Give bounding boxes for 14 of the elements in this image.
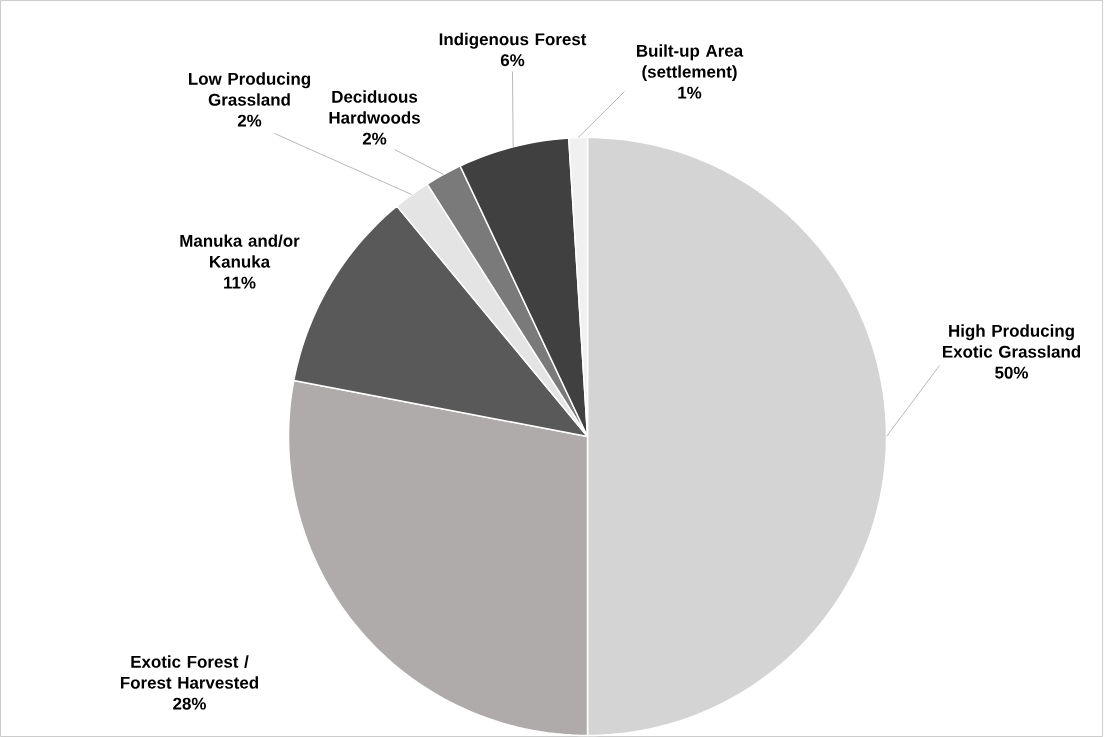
slice-label: Indigenous Forest xyxy=(439,32,587,49)
slice-label: Deciduous Hardwoods xyxy=(329,90,420,124)
data-label: 28% xyxy=(173,697,206,710)
slice-label: Exotic Forest / Forest Harvested xyxy=(120,655,259,689)
data-label: 2% xyxy=(237,114,262,127)
data-label: 50% xyxy=(995,366,1029,379)
slice-label: Manuka and/or Kanuka xyxy=(180,234,300,268)
slice-label: High Producing Exotic Grassland xyxy=(943,324,1081,358)
slice-label: Low Producing Grassland xyxy=(189,72,311,106)
data-label: 11% xyxy=(224,276,256,289)
slice-label: Built-up Area (settlement) xyxy=(637,44,744,82)
data-label: 2% xyxy=(362,132,387,145)
data-label: 1% xyxy=(678,86,702,99)
data-label: 6% xyxy=(500,54,525,67)
